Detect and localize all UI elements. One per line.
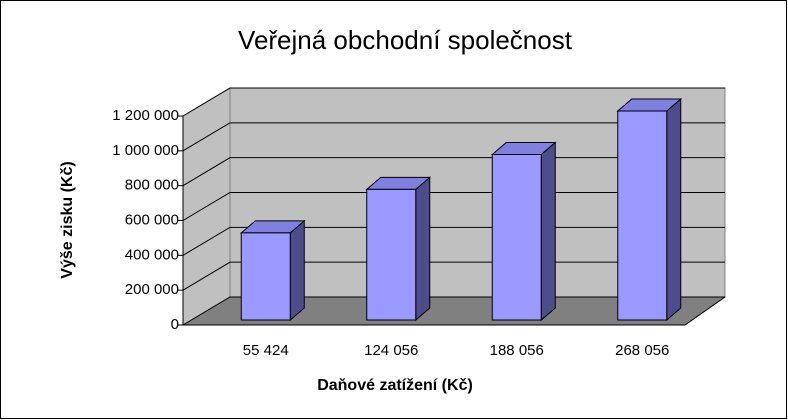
y-tick-label: 600 000 xyxy=(125,211,179,228)
grid-line xyxy=(182,296,725,326)
y-tick-label: 1 200 000 xyxy=(112,107,179,124)
bar-front xyxy=(240,232,291,321)
bar-side xyxy=(666,97,682,322)
chart-title: Veřejná obchodní společnost xyxy=(238,25,573,55)
bar-side xyxy=(289,219,305,322)
bar-side xyxy=(415,176,431,322)
grid-line xyxy=(182,261,725,291)
bar xyxy=(490,141,557,322)
bar-front xyxy=(617,110,668,321)
y-tick-label: 400 000 xyxy=(125,246,179,263)
bar-front xyxy=(491,154,542,321)
bar xyxy=(239,219,306,322)
y-tick-label: 1 000 000 xyxy=(112,142,179,159)
y-tick-label: 0 xyxy=(171,316,179,333)
x-tick-label: 55 424 xyxy=(243,342,289,359)
grid-line xyxy=(182,87,725,117)
grid-line xyxy=(182,157,725,187)
bar xyxy=(616,97,683,322)
x-tick-label: 124 056 xyxy=(364,342,418,359)
bar-front xyxy=(366,188,417,321)
x-axis-depth xyxy=(684,296,726,326)
x-tick-label: 188 056 xyxy=(490,342,544,359)
x-tick-label: 268 056 xyxy=(615,342,669,359)
y-axis-title: Výše zisku (Kč) xyxy=(59,161,76,278)
x-axis-title: Daňové zatížení (Kč) xyxy=(317,377,473,394)
bar xyxy=(365,176,432,322)
bar-side xyxy=(540,141,556,322)
grid-line xyxy=(182,122,725,152)
grid-line xyxy=(182,192,725,221)
y-tick-label: 200 000 xyxy=(125,281,179,298)
y-tick-label: 800 000 xyxy=(125,177,179,194)
grid-line xyxy=(182,226,725,256)
